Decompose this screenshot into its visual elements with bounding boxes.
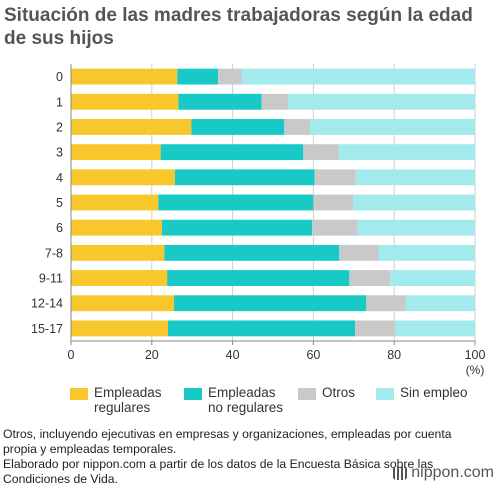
bar-2-series-3 — [310, 119, 475, 135]
bar-1-series-0 — [71, 93, 179, 110]
bar-12-14-series-2 — [366, 295, 406, 312]
legend: Empleadas regulares Empleadas no regular… — [40, 385, 500, 417]
legend-item-sin-empleo: Sin empleo — [376, 385, 468, 400]
x-tick-label-0: 0 — [68, 348, 75, 362]
category-label-15-17: 15-17 — [31, 322, 63, 336]
bar-2-series-0 — [71, 119, 192, 135]
category-label-0: 0 — [56, 70, 63, 84]
bar-15-17-series-1 — [167, 320, 356, 337]
category-label-5: 5 — [56, 196, 63, 210]
category-label-3: 3 — [56, 146, 63, 160]
bar-1-series-1 — [178, 93, 262, 110]
legend-swatch-otros — [298, 388, 316, 400]
category-label-6: 6 — [56, 221, 63, 235]
category-label-1: 1 — [56, 95, 63, 109]
bar-3-series-3 — [338, 144, 475, 161]
x-tick-label-100: 100 — [465, 348, 486, 362]
legend-label-sin-empleo: Sin empleo — [400, 385, 468, 400]
x-axis-unit: (%) — [466, 363, 485, 377]
brand-name: nippon.com — [411, 464, 494, 481]
bar-4-series-1 — [174, 169, 315, 186]
legend-item-empleadas-no-regulares: Empleadas no regulares — [184, 385, 283, 415]
legend-swatch-empleadas-regulares — [70, 388, 88, 400]
bar-0-series-1 — [177, 68, 219, 85]
bar-5-series-0 — [71, 194, 159, 211]
footnote-line-1: Otros, incluyendo ejecutivas en empresas… — [3, 427, 452, 456]
legend-swatch-sin-empleo — [376, 388, 394, 400]
bar-9-11-series-3 — [390, 270, 475, 286]
bar-15-17-series-2 — [355, 320, 396, 337]
bar-12-14-series-3 — [405, 295, 475, 312]
bar-6-series-1 — [161, 219, 313, 236]
legend-label-empleadas-no-regulares: Empleadas no regulares — [208, 385, 284, 415]
bar-1-series-3 — [288, 93, 475, 110]
bar-7-8-series-0 — [71, 244, 165, 261]
footnote: Otros, incluyendo ejecutivas en empresas… — [3, 427, 473, 487]
category-label-4: 4 — [56, 171, 63, 185]
bar-4-series-2 — [314, 169, 356, 186]
footnote-line-2: Elaborado por nippon.com a partir de los… — [3, 457, 434, 486]
bar-6-series-2 — [312, 219, 358, 236]
bar-9-11-series-0 — [71, 270, 168, 286]
bar-2-series-2 — [284, 119, 311, 135]
bar-6-series-0 — [71, 219, 162, 236]
bar-0-series-0 — [71, 68, 178, 85]
brand-logo: nippon.com — [393, 464, 494, 482]
bar-5-series-2 — [313, 194, 353, 211]
bar-3-series-1 — [160, 144, 304, 161]
bar-3-series-2 — [303, 144, 339, 161]
chart-title: Situación de las madres trabajadoras seg… — [4, 5, 473, 49]
legend-label-otros: Otros — [322, 385, 356, 400]
legend-swatch-empleadas-no-regulares — [184, 388, 202, 400]
bar-0-series-2 — [218, 68, 242, 85]
bar-4-series-3 — [355, 169, 475, 186]
bar-7-8-series-2 — [339, 244, 379, 261]
category-label-9-11: 9-11 — [39, 272, 63, 286]
bar-3-series-0 — [71, 144, 161, 161]
category-label-2: 2 — [56, 120, 63, 134]
bar-2-series-1 — [191, 119, 285, 135]
bar-12-14-series-1 — [174, 295, 367, 312]
x-tick-label-80: 80 — [387, 348, 401, 362]
bar-12-14-series-0 — [71, 295, 175, 312]
x-tick-label-60: 60 — [306, 348, 320, 362]
bar-7-8-series-3 — [378, 244, 475, 261]
legend-label-empleadas-regulares: Empleadas regulares — [94, 385, 162, 415]
x-tick-label-20: 20 — [145, 348, 159, 362]
bar-0-series-3 — [241, 68, 475, 85]
bar-4-series-0 — [71, 169, 175, 186]
bar-15-17-series-0 — [71, 320, 168, 337]
bar-7-8-series-1 — [164, 244, 340, 261]
bar-5-series-1 — [158, 194, 314, 211]
x-tick-label-40: 40 — [226, 348, 240, 362]
bar-6-series-3 — [357, 219, 475, 236]
bar-5-series-3 — [352, 194, 475, 211]
nippon-logo-icon — [393, 466, 408, 480]
legend-item-empleadas-regulares: Empleadas regulares — [70, 385, 162, 415]
category-label-12-14: 12-14 — [31, 297, 63, 311]
stacked-bar-chart: 0 1 2 3 4 5 6 7-8 9-11 12-14 15-17 0 20 40 60 80 100(%) — [31, 64, 486, 377]
category-label-7-8: 7-8 — [45, 246, 63, 260]
bar-1-series-2 — [261, 93, 289, 110]
legend-item-otros: Otros — [298, 385, 355, 400]
bar-9-11-series-1 — [167, 270, 350, 286]
bar-15-17-series-3 — [395, 320, 475, 337]
bar-9-11-series-2 — [349, 270, 391, 286]
